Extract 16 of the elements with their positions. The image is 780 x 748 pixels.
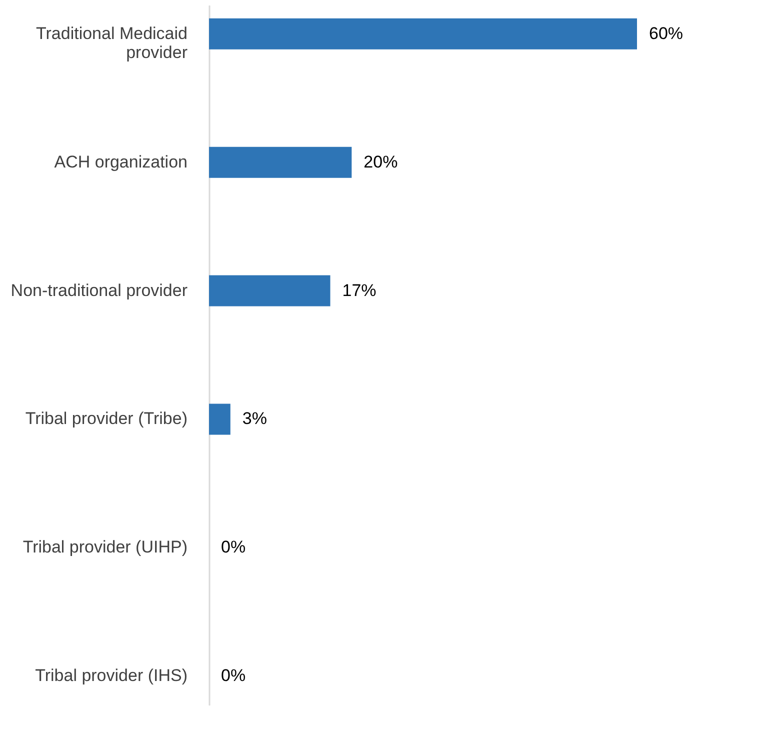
data-label: 17% bbox=[342, 280, 376, 300]
bar bbox=[209, 18, 637, 50]
bar bbox=[209, 275, 330, 306]
y-tick-label: Tribal provider (UIHP) bbox=[22, 538, 188, 557]
data-label: 20% bbox=[364, 152, 398, 172]
y-tick-label: Tribal provider (Tribe) bbox=[25, 409, 188, 428]
y-tick-label: Traditional Medicaid provider bbox=[36, 24, 188, 62]
data-label: 3% bbox=[242, 409, 267, 428]
bar bbox=[209, 404, 230, 435]
data-label: 0% bbox=[221, 666, 246, 686]
data-label: 0% bbox=[221, 538, 246, 557]
y-tick-label: ACH organization bbox=[54, 152, 188, 172]
y-tick-label: Tribal provider (IHS) bbox=[35, 666, 188, 686]
bar bbox=[209, 146, 352, 178]
y-tick-label: Non-traditional provider bbox=[10, 280, 188, 300]
data-label: 60% bbox=[649, 24, 684, 43]
